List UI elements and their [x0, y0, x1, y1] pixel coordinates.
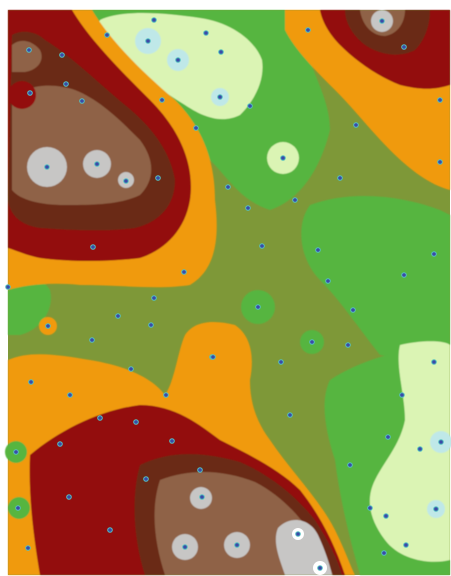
sample-point [351, 308, 355, 312]
sample-point [288, 413, 292, 417]
sample-point [80, 99, 84, 103]
sample-point [152, 18, 156, 22]
sample-point [316, 248, 320, 252]
sample-point [27, 48, 31, 52]
sample-point [105, 33, 109, 37]
sample-point [156, 176, 160, 180]
sample-point [146, 39, 150, 43]
sample-point [58, 442, 62, 446]
sample-point [45, 165, 49, 169]
sample-point [260, 244, 264, 248]
sample-point [90, 338, 94, 342]
sample-point [310, 340, 314, 344]
sample-point [248, 104, 252, 108]
sample-point [218, 95, 222, 99]
sample-point [14, 450, 18, 454]
sample-point [91, 245, 95, 249]
sample-point [160, 98, 164, 102]
sample-point [402, 273, 406, 277]
sample-point [338, 176, 342, 180]
sample-point [116, 314, 120, 318]
sample-point [418, 447, 422, 451]
sample-point [346, 343, 350, 347]
sample-point [439, 440, 443, 444]
sample-point [235, 543, 239, 547]
sample-point [28, 91, 32, 95]
sample-point [438, 160, 442, 164]
sample-point [26, 546, 30, 550]
sample-point [68, 393, 72, 397]
sample-point [16, 506, 20, 510]
sample-point [296, 532, 300, 536]
sample-point [67, 495, 71, 499]
zone-darkred-small-nw [8, 81, 36, 109]
sample-point [204, 31, 208, 35]
sample-point [380, 19, 384, 23]
sample-point [211, 355, 215, 359]
sample-point [129, 367, 133, 371]
sample-point [246, 206, 250, 210]
sample-point [194, 126, 198, 130]
sample-point [382, 551, 386, 555]
sample-point [354, 123, 358, 127]
sample-point [95, 162, 99, 166]
sample-point [149, 323, 153, 327]
sample-point [144, 477, 148, 481]
sample-point [219, 50, 223, 54]
sample-points [5, 17, 444, 571]
sample-point [306, 28, 310, 32]
sample-point [226, 185, 230, 189]
sample-point [326, 279, 330, 283]
sample-point [124, 179, 128, 183]
zone-peak-south-4 [275, 519, 332, 575]
sample-point [29, 380, 33, 384]
sample-point [434, 507, 438, 511]
sample-point [281, 156, 285, 160]
sample-point [402, 45, 406, 49]
sample-point [108, 528, 112, 532]
zone-green-east [301, 195, 450, 359]
sample-point [134, 420, 138, 424]
sample-point [348, 463, 352, 467]
sample-point [6, 285, 10, 289]
sample-point [198, 468, 202, 472]
sample-point [400, 393, 404, 397]
sample-point [182, 270, 186, 274]
sample-point [176, 58, 180, 62]
sample-point [432, 360, 436, 364]
sample-point [368, 506, 372, 510]
zone-lightbrown-northwest-2 [12, 40, 42, 72]
sample-point [432, 252, 436, 256]
sample-point [386, 435, 390, 439]
sample-point [170, 439, 174, 443]
sample-point [404, 543, 408, 547]
sample-point [279, 360, 283, 364]
sample-point [318, 566, 322, 570]
sample-point [384, 514, 388, 518]
sample-point [256, 305, 260, 309]
sample-point [438, 98, 442, 102]
sample-point [293, 198, 297, 202]
zone-green-west [8, 274, 51, 335]
sample-point [46, 324, 50, 328]
sample-point [183, 545, 187, 549]
sample-point [64, 82, 68, 86]
sample-point [164, 393, 168, 397]
sample-point [60, 53, 64, 57]
sample-point [200, 495, 204, 499]
sample-point [98, 416, 102, 420]
sample-point [152, 296, 156, 300]
